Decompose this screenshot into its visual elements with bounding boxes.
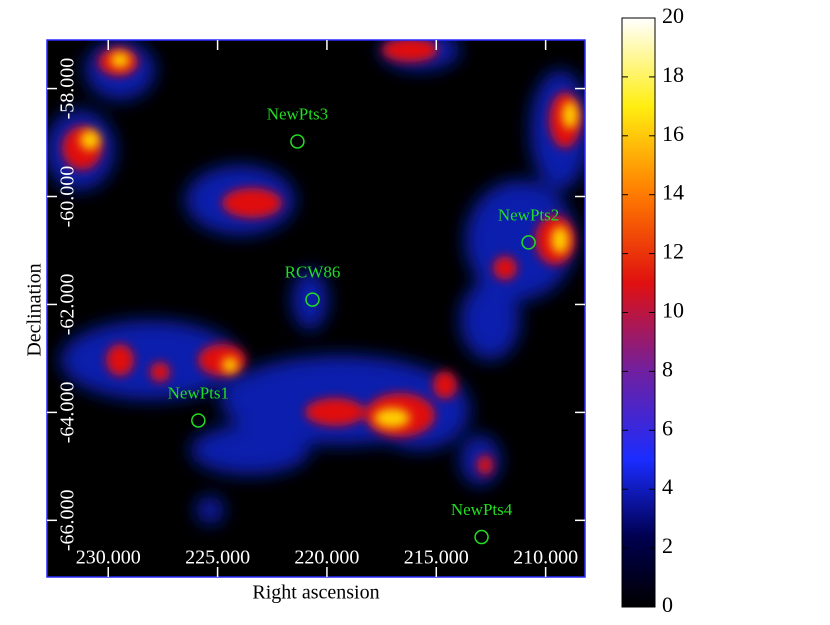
plot-frame [46,39,586,578]
source-marker [305,292,320,307]
colorbar-tick-label: 6 [662,415,673,440]
y-tick-label: -66.000 [57,489,79,551]
y-tick-label: -62.000 [57,274,79,336]
x-tick-label: 225.000 [185,547,250,569]
source-marker [191,413,206,428]
source-label: NewPts2 [498,205,559,224]
source-label: NewPts3 [267,104,328,123]
colorbar-tick-label: 0 [662,592,673,617]
source-marker [290,134,305,149]
source-label: NewPts4 [451,500,513,519]
colorbar-tick-label: 16 [662,121,684,146]
sky-image [47,40,585,577]
x-tick-label: 210.000 [513,547,578,569]
x-tick-label: 220.000 [294,547,359,569]
colorbar-tick-label: 4 [662,474,673,499]
colorbar-tick-label: 10 [662,298,684,323]
source-label: RCW86 [285,263,341,282]
source-marker [521,235,536,250]
colorbar-tick-label: 12 [662,239,684,264]
colorbar-tick-label: 14 [662,180,684,205]
y-tick-label: -64.000 [57,382,79,444]
colorbar-tick-label: 8 [662,356,673,381]
x-tick-label: 215.000 [404,547,469,569]
colorbar-tick-label: 20 [662,3,684,28]
source-marker [474,529,489,545]
colorbar-tick-label: 18 [662,62,684,87]
y-axis-label: Declination [24,263,46,356]
x-tick-label: 230.000 [76,547,141,569]
source-label: NewPts1 [168,383,229,402]
y-tick-label: -60.000 [57,166,79,228]
colorbar-tick-label: 2 [662,533,673,558]
y-tick-label: -58.000 [57,58,79,120]
x-axis-label: Right ascension [252,582,379,604]
